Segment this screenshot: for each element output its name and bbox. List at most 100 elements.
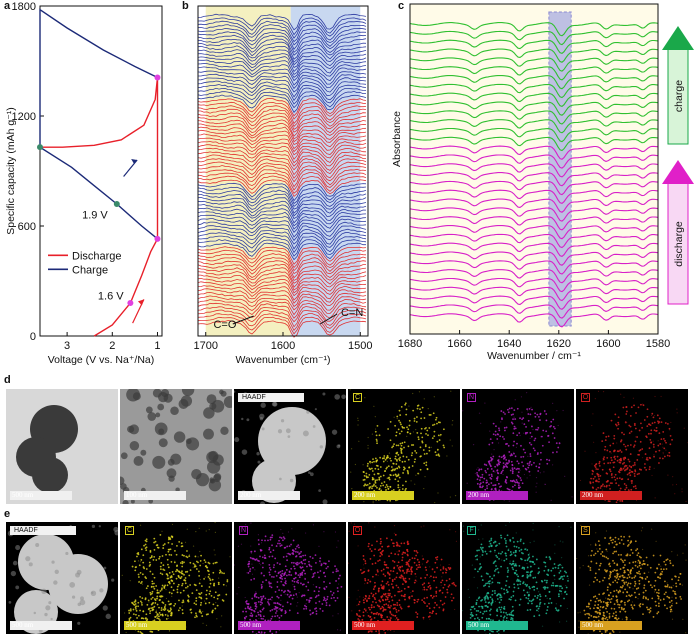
map-dot [379,538,382,540]
panel-d-scale-label: 200 nm [468,491,490,499]
tem-pore [191,468,202,480]
map-dot [555,451,558,453]
map-dot [596,606,599,609]
map-dot [622,576,625,579]
panel-b-spectrum [198,122,367,140]
map-dot [486,487,489,490]
map-dot [518,579,520,582]
map-noise [192,566,194,569]
map-dot [160,588,163,591]
map-noise [674,493,676,495]
map-dot [245,602,248,605]
map-dot [631,567,634,570]
map-dot [502,466,505,469]
map-dot [520,558,523,561]
map-dot [493,561,496,563]
map-dot [524,559,527,562]
map-dot [643,419,646,421]
map-noise [654,395,656,398]
map-dot [335,580,337,582]
panel-c-spectrum-discharge [409,224,659,240]
map-noise [305,603,307,605]
map-dot [619,610,622,613]
map-dot [546,586,549,589]
map-dot [511,605,514,608]
map-dot [630,604,633,606]
map-dot [377,468,380,471]
map-dot [532,561,535,564]
map-dot [622,585,624,587]
map-noise [550,499,552,501]
map-dot [395,617,398,619]
map-noise [560,564,563,567]
map-dot [185,555,188,558]
map-dot [550,584,553,587]
map-dot [184,582,187,585]
map-dot [257,539,260,541]
map-dot [558,572,561,574]
map-dot [519,417,521,420]
map-dot [166,584,169,587]
map-dot [368,486,371,489]
map-dot [401,442,404,444]
map-dot [479,486,482,489]
map-dot [259,555,261,558]
map-dot [608,615,611,618]
map-noise [570,526,572,528]
map-dot [506,590,509,593]
map-dot [153,619,156,622]
map-dot [156,613,159,615]
map-dot [405,487,407,490]
map-dot [613,562,616,565]
map-dot [509,479,512,482]
map-dot [166,609,169,612]
map-dot [393,594,396,597]
map-noise [525,547,527,550]
map-dot [432,576,435,579]
haadf-speckle [259,413,265,419]
map-dot [275,574,278,577]
map-dot [161,601,164,604]
panel-a-x-axis-label: Voltage (V vs. Na⁺/Na) [48,354,155,365]
map-noise [271,599,273,601]
map-dot [403,468,405,471]
map-dot [501,435,504,438]
map-dot [616,563,619,566]
map-dot [492,455,495,458]
haadf-particle [48,554,108,614]
map-dot [513,564,516,567]
map-noise [423,398,425,400]
map-dot [538,466,541,469]
map-dot [557,564,560,567]
map-dot [180,575,183,578]
map-noise [358,440,360,442]
map-dot [529,565,532,568]
map-noise [657,440,659,442]
panel-b-spectrum [197,154,366,171]
map-dot [385,484,388,486]
map-dot [539,595,542,598]
map-dot [634,564,637,567]
map-dot [271,544,273,547]
map-noise [651,474,653,477]
map-dot [316,571,319,574]
map-dot [391,580,394,583]
map-noise [472,444,475,446]
panel-b-spectrum [197,49,367,66]
map-dot [376,570,379,573]
map-dot [389,486,392,488]
map-dot [602,458,605,461]
map-dot [257,596,260,599]
map-dot [394,614,397,617]
map-dot [309,555,312,558]
map-dot [617,553,620,556]
map-dot [613,603,616,606]
map-noise [415,474,417,476]
map-dot [655,426,658,429]
map-dot [527,419,530,422]
map-dot [514,484,516,487]
map-dot [271,555,274,558]
map-dot [482,612,484,615]
map-noise [408,405,410,407]
map-dot [207,576,210,578]
